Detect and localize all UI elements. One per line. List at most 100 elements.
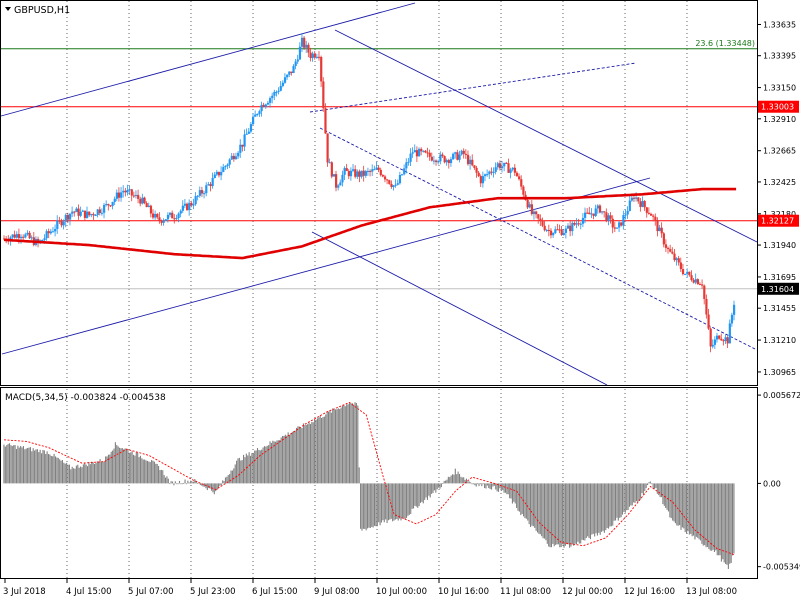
candle-body <box>54 228 57 232</box>
candle-body <box>377 167 380 170</box>
macd-histogram-bar <box>123 449 125 484</box>
candle-body <box>92 214 95 216</box>
candle-body <box>626 210 629 215</box>
macd-histogram-bar <box>297 426 299 484</box>
macd-histogram-bar <box>407 483 409 516</box>
macd-histogram-bar <box>32 448 34 484</box>
candle-body <box>560 229 563 236</box>
candle-body <box>128 189 131 191</box>
candle-body <box>22 236 25 238</box>
macd-histogram-bar <box>255 450 257 484</box>
candle-body <box>443 156 446 163</box>
macd-histogram-bar <box>60 460 62 484</box>
candle-body <box>100 212 104 214</box>
triangle-down-icon[interactable] <box>5 7 11 11</box>
candle-body <box>98 209 101 213</box>
candle-body <box>671 251 674 254</box>
macd-histogram-bar <box>263 446 266 484</box>
candle-body <box>726 337 729 344</box>
candle-body <box>28 232 31 239</box>
macd-histogram-bar <box>269 441 271 484</box>
candle-body <box>383 176 387 180</box>
candle-body <box>692 280 695 283</box>
macd-histogram-bar <box>323 416 325 484</box>
macd-histogram-bar <box>598 483 600 533</box>
macd-histogram-bar <box>358 467 360 484</box>
candle-body <box>64 214 67 222</box>
macd-histogram-bar <box>268 445 270 484</box>
candle-body <box>215 171 219 175</box>
candle-body <box>256 113 259 115</box>
macd-histogram-bar <box>449 477 451 484</box>
macd-histogram-bar <box>425 483 427 498</box>
macd-histogram-bar <box>360 483 362 529</box>
macd-histogram-bar <box>418 483 420 507</box>
macd-histogram-bar <box>70 469 72 484</box>
candle-body <box>41 239 44 241</box>
candle-body <box>326 133 329 163</box>
macd-histogram-bar <box>698 483 700 540</box>
macd-histogram-bar <box>718 483 720 556</box>
macd-tick-label: 0.00 <box>763 479 781 488</box>
fibo-level-label: 23.6 (1.33448) <box>695 39 755 48</box>
macd-histogram-bar <box>295 427 298 484</box>
macd-histogram-bar <box>364 483 366 529</box>
candle-body <box>400 174 404 176</box>
candle-body <box>211 177 214 187</box>
candle-body <box>124 190 127 193</box>
macd-histogram-bar <box>256 448 259 484</box>
macd-histogram-bar <box>35 449 37 484</box>
candle-body <box>584 212 587 218</box>
macd-histogram-bar <box>555 483 557 545</box>
macd-histogram-bar <box>204 483 206 487</box>
macd-histogram-bar <box>121 448 123 484</box>
macd-histogram-bar <box>516 483 518 508</box>
macd-histogram-bar <box>509 483 511 499</box>
macd-histogram-bar <box>514 483 516 504</box>
macd-histogram-bar <box>18 447 20 484</box>
macd-histogram-bar <box>265 446 267 484</box>
macd-histogram-bar <box>495 483 497 490</box>
candle-body <box>279 85 282 91</box>
candle-body <box>132 195 136 197</box>
macd-histogram-bar <box>137 452 139 484</box>
price-tick-label: 1.30965 <box>763 368 796 377</box>
time-tick-label: 9 Jul 08:00 <box>314 587 360 597</box>
candle-body <box>492 171 495 173</box>
candle-body <box>222 167 225 172</box>
macd-histogram-bar <box>185 483 187 485</box>
macd-histogram-bar <box>180 483 182 485</box>
candle-body <box>96 209 99 216</box>
macd-histogram-bar <box>732 483 734 556</box>
macd-histogram-bar <box>237 458 239 484</box>
macd-histogram-bar <box>386 483 388 524</box>
macd-histogram-bar <box>262 447 264 484</box>
candle-body <box>60 220 63 226</box>
candle-body <box>196 195 199 197</box>
candle-body <box>566 225 570 229</box>
time-tick-label: 5 Jul 07:00 <box>128 587 174 597</box>
candle-body <box>430 156 433 161</box>
macd-histogram-bar <box>488 483 490 489</box>
candle-body <box>203 193 206 195</box>
macd-histogram-bar <box>633 483 635 503</box>
macd-histogram-bar <box>596 483 598 536</box>
macd-histogram-bar <box>399 483 401 519</box>
candle-body <box>160 220 163 223</box>
candle-body <box>652 215 655 217</box>
candle-body <box>277 90 280 92</box>
macd-histogram-bar <box>88 462 90 484</box>
macd-histogram-bar <box>227 475 229 484</box>
candle-body <box>164 219 167 221</box>
candle-body <box>307 44 310 53</box>
candle-body <box>166 214 170 220</box>
candle-body <box>662 233 665 245</box>
macd-histogram-bar <box>365 483 367 531</box>
candle-body <box>601 211 604 213</box>
price-panel[interactable] <box>0 0 758 386</box>
macd-histogram-bar <box>672 483 674 521</box>
macd-histogram-bar <box>119 447 121 484</box>
macd-histogram-bar <box>726 483 728 565</box>
